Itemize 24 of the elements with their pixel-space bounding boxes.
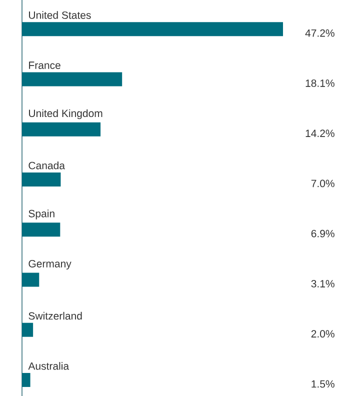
bar — [22, 322, 34, 337]
bar — [22, 22, 284, 36]
y-tick-label: United Kingdom — [29, 109, 102, 120]
y-tick-label: Switzerland — [28, 312, 82, 320]
y-tick-label: Spain — [28, 210, 54, 220]
y-tick-label: Germany — [28, 260, 72, 270]
data-label: 47.2% — [305, 29, 334, 37]
data-label: 7.0% — [311, 180, 334, 188]
data-label: 3.1% — [311, 280, 334, 288]
bar — [22, 172, 61, 186]
bar — [22, 272, 40, 287]
y-tick-label: France — [29, 62, 60, 70]
y-tick-label: Canada — [28, 162, 65, 170]
bar — [22, 372, 30, 387]
y-tick-label: United States — [29, 11, 91, 19]
y-tick-label: Australia — [28, 362, 70, 370]
data-label: 2.0% — [311, 330, 334, 338]
bar — [22, 72, 122, 86]
bar — [22, 122, 101, 136]
data-label: 18.1% — [306, 79, 334, 87]
data-label: 6.9% — [311, 230, 334, 238]
bar — [22, 222, 60, 237]
data-label: 1.5% — [312, 380, 334, 388]
data-label: 14.2% — [306, 130, 334, 138]
